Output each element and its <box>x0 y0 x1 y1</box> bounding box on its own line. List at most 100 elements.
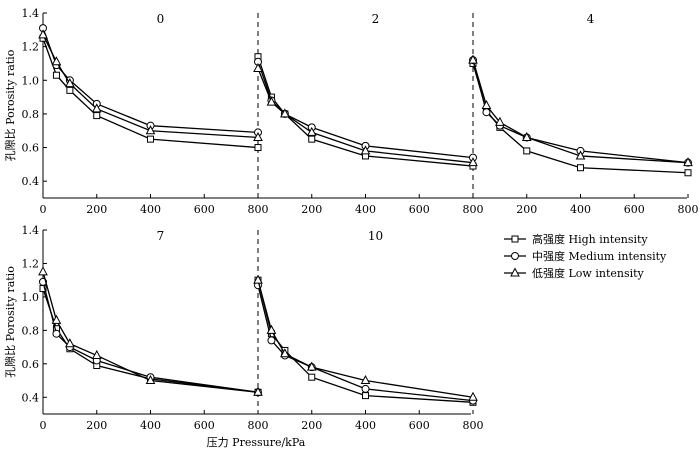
legend-entry: 中强度 Medium intensity <box>532 249 667 263</box>
circle-marker <box>511 252 519 260</box>
triangle-marker <box>65 78 75 88</box>
panel-label: 0 <box>157 12 165 26</box>
circle-marker <box>267 336 276 345</box>
triangle-marker <box>306 361 317 371</box>
y-tick-label: 1.0 <box>22 74 40 87</box>
triangle-marker <box>91 103 102 113</box>
x-tick-label: 600 <box>194 419 215 432</box>
square-marker <box>362 392 369 400</box>
circle-marker <box>52 329 61 338</box>
triangle-marker <box>253 274 263 284</box>
triangle-marker <box>468 391 478 401</box>
series-line-square <box>42 38 259 149</box>
x-tick-label: 200 <box>86 203 107 216</box>
x-tick-label: 800 <box>248 203 269 216</box>
triangle-marker <box>91 349 102 359</box>
circle-marker <box>482 108 491 117</box>
x-tick-label: 200 <box>301 203 322 216</box>
triangle-marker <box>51 314 62 324</box>
x-tick-label: 400 <box>570 203 591 216</box>
series-line-circle <box>257 61 474 159</box>
series-line-circle <box>42 27 259 134</box>
square-marker <box>308 373 316 381</box>
triangle-marker <box>145 374 156 385</box>
y-tick-label: 1.0 <box>22 291 40 304</box>
triangle-marker <box>521 131 532 141</box>
y-tick-label: 1.4 <box>22 7 40 20</box>
panel-label: 7 <box>157 229 165 243</box>
legend-entry: 低强度 Low intensity <box>532 266 645 280</box>
triangle-marker <box>253 386 263 396</box>
x-tick-label: 600 <box>194 203 215 216</box>
x-tick-label: 400 <box>140 203 161 216</box>
x-axis-label: 压力 Pressure/kPa <box>207 436 306 449</box>
triangle-marker <box>253 131 263 141</box>
x-tick-label: 600 <box>624 203 645 216</box>
triangle-marker <box>495 116 505 126</box>
x-tick-label: 400 <box>355 419 376 432</box>
y-tick-label: 0.4 <box>22 391 40 404</box>
series-line-circle <box>42 281 259 393</box>
square-marker <box>66 86 74 94</box>
square-marker <box>254 144 262 152</box>
triangle-marker <box>38 29 48 39</box>
legend-entry: 高强度 High intensity <box>532 232 648 246</box>
triangle-marker <box>266 324 277 334</box>
y-tick-label: 1.2 <box>22 257 40 270</box>
series-line-square <box>257 280 474 403</box>
triangle-marker <box>266 96 277 106</box>
x-tick-label: 800 <box>248 419 269 432</box>
triangle-marker <box>575 150 586 160</box>
circle-marker <box>361 384 370 393</box>
x-tick-label: 800 <box>463 419 484 432</box>
panel-label: 4 <box>587 12 595 26</box>
x-tick-label: 600 <box>409 203 430 216</box>
series-line-triangle <box>257 280 474 398</box>
series-layer <box>38 24 693 406</box>
y-axis-label: 孔隙比 Porosity ratio <box>3 49 17 161</box>
x-tick-label: 600 <box>409 419 430 432</box>
triangle-marker <box>280 108 290 118</box>
triangle-marker <box>468 54 478 64</box>
square-marker <box>52 71 60 79</box>
square-marker <box>684 169 692 177</box>
square-marker <box>147 135 154 143</box>
x-tick-label: 800 <box>463 203 484 216</box>
series-line-triangle <box>42 34 259 139</box>
y-tick-label: 1.4 <box>22 224 40 237</box>
y-tick-label: 0.6 <box>22 142 40 155</box>
triangle-marker <box>683 157 693 167</box>
triangle-marker <box>306 126 317 136</box>
x-tick-label: 0 <box>40 419 47 432</box>
x-tick-label: 200 <box>86 419 107 432</box>
triangle-marker <box>253 62 263 72</box>
x-tick-label: 0 <box>40 203 47 216</box>
triangle-marker <box>38 266 48 276</box>
triangle-marker <box>65 338 75 348</box>
panel-label: 10 <box>368 229 383 243</box>
legend: 高强度 High intensity 中强度 Medium intensity 低强… <box>504 232 667 280</box>
square-marker <box>308 135 316 143</box>
x-tick-label: 800 <box>678 203 699 216</box>
x-tick-label: 400 <box>355 203 376 216</box>
y-tick-label: 0.6 <box>22 358 40 371</box>
panel-label: 2 <box>372 12 380 26</box>
square-marker <box>93 112 101 120</box>
y-tick-label: 0.8 <box>22 108 40 121</box>
triangle-marker <box>481 99 492 109</box>
triangle-marker <box>468 157 478 167</box>
triangle-marker <box>360 374 371 385</box>
triangle-marker <box>145 125 156 135</box>
square-marker <box>511 235 519 243</box>
series-line-triangle <box>472 59 689 164</box>
square-marker <box>523 147 531 155</box>
series-line-circle <box>472 59 689 164</box>
square-marker <box>577 164 584 172</box>
triangle-marker <box>360 145 371 155</box>
x-tick-label: 200 <box>516 203 537 216</box>
triangle-marker <box>510 267 520 277</box>
triangle-marker <box>280 348 290 358</box>
series-line-triangle <box>257 68 474 164</box>
